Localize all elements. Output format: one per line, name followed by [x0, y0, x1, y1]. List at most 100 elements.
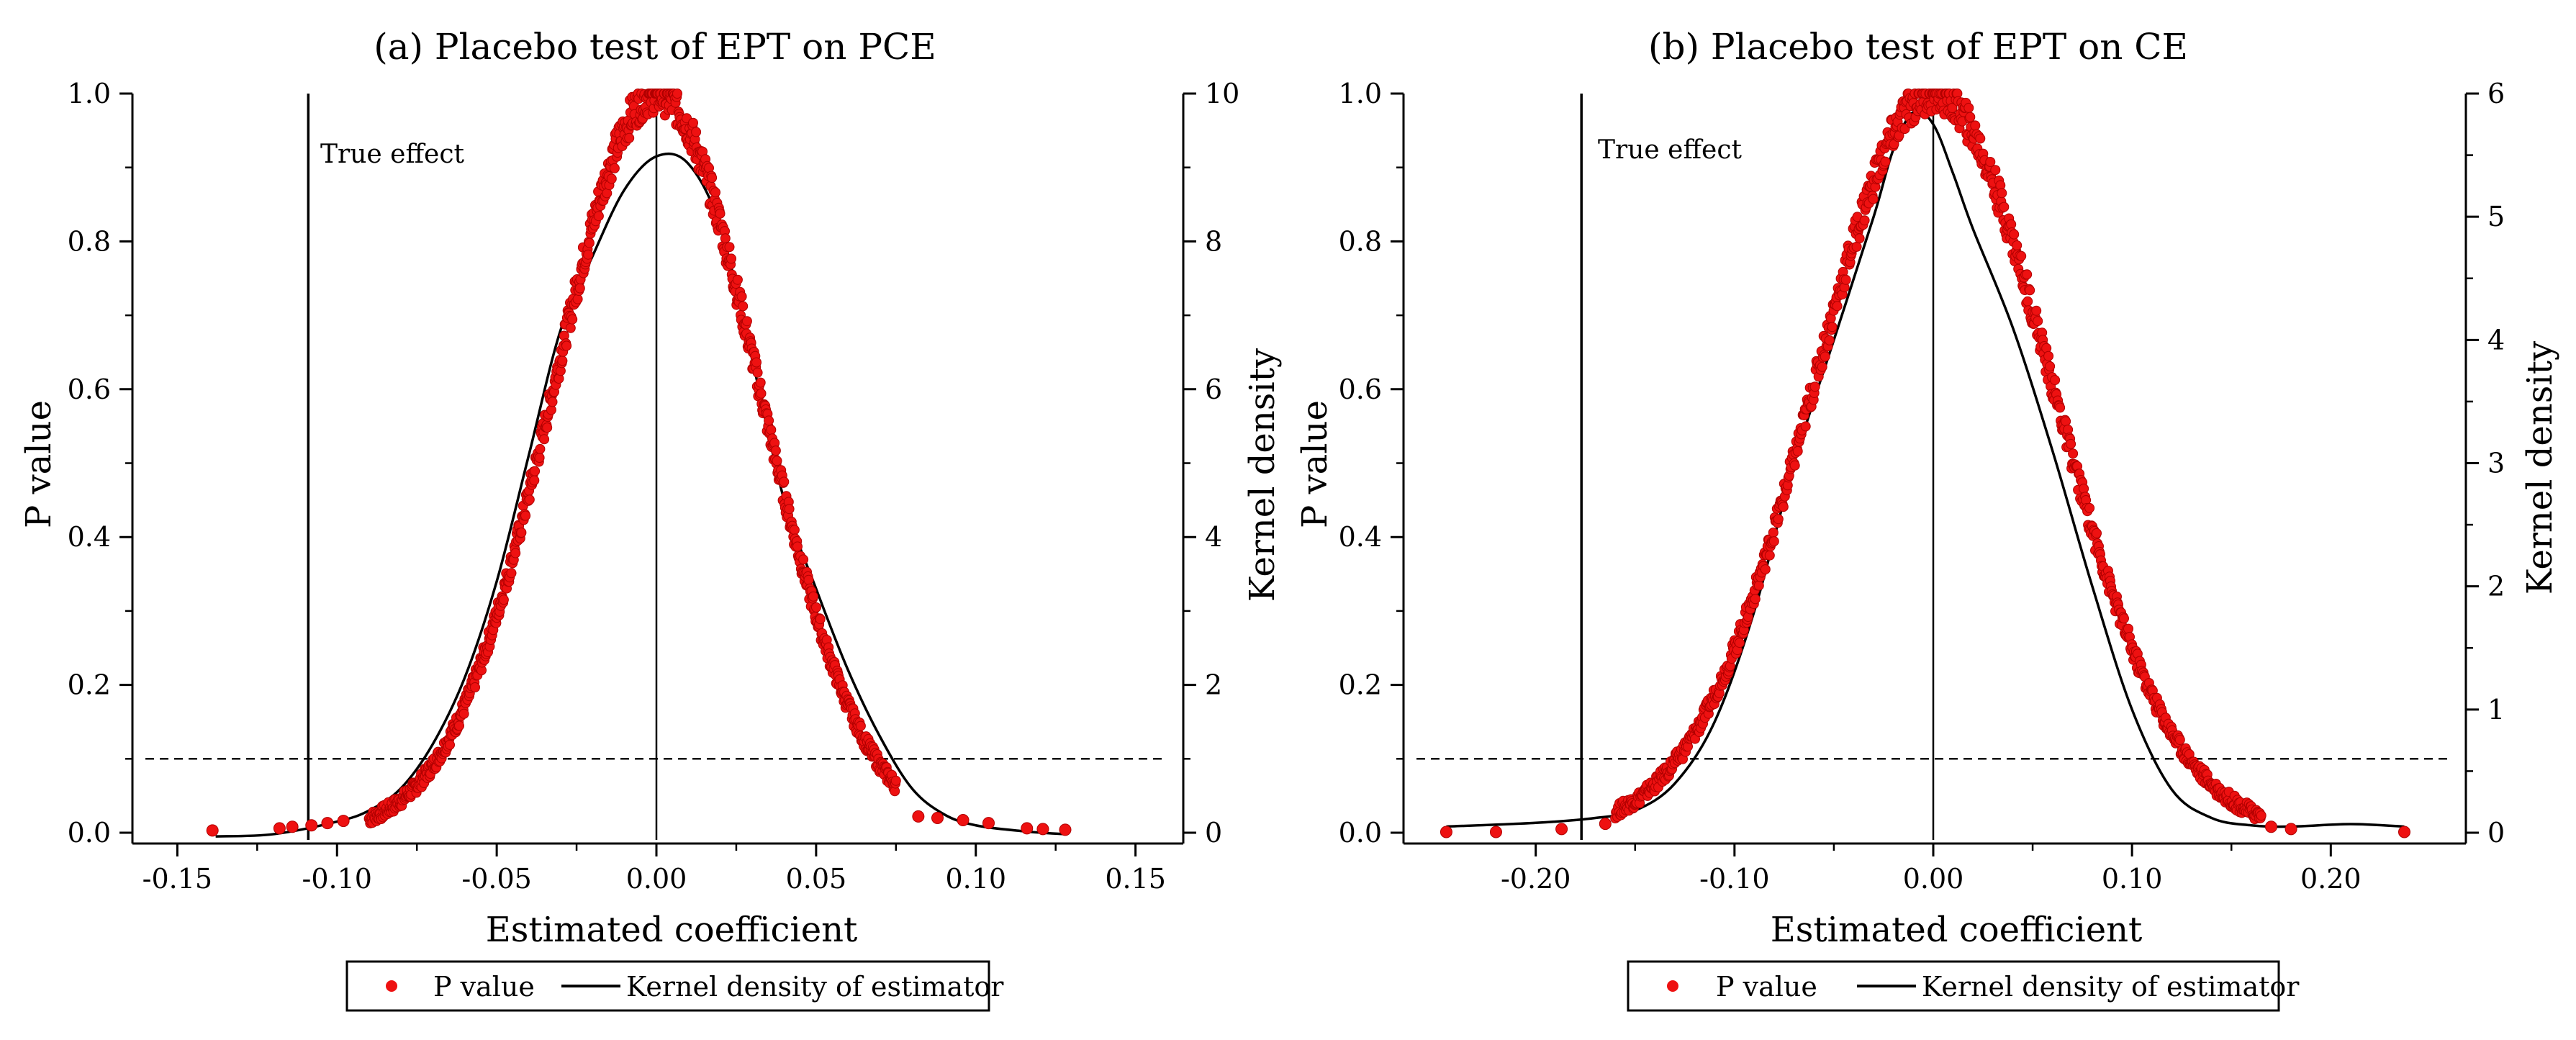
y-axis-label: P value — [19, 400, 59, 528]
y-tick-label: 0.2 — [1339, 669, 1382, 701]
p-value-points — [206, 89, 1072, 837]
p-value-point — [1827, 322, 1838, 333]
p-value-point — [770, 446, 781, 456]
p-value-point — [672, 89, 682, 99]
p-value-point — [803, 574, 814, 585]
p-value-point — [516, 528, 527, 538]
p-value-point — [2066, 438, 2076, 449]
x-tick-label: 0.00 — [1903, 863, 1964, 895]
p-value-point — [1854, 233, 1865, 244]
p-value-point — [741, 316, 752, 327]
p-value-point — [1997, 188, 2007, 199]
p-value-point — [321, 817, 334, 830]
x-tick-label: 0.20 — [2300, 863, 2362, 895]
p-value-point — [1734, 638, 1745, 648]
reference-lines — [145, 94, 1167, 840]
p-value-point — [1599, 818, 1612, 831]
y-tick-label: 0.4 — [68, 521, 111, 553]
p-value-point — [2045, 361, 2056, 371]
p-value-point — [2256, 810, 2267, 821]
p-value-point — [547, 397, 558, 407]
p-value-point — [691, 127, 702, 137]
p-value-point — [510, 548, 521, 559]
p-value-point — [1832, 301, 1843, 312]
p-value-point — [2084, 502, 2095, 513]
p-value-point — [1760, 564, 1771, 575]
p-value-point — [772, 456, 782, 466]
p-value-point — [574, 283, 585, 294]
chart-title: (b) Placebo test of EPT on CE — [1648, 26, 2188, 68]
p-value-point — [2025, 285, 2035, 296]
legend-label-p-value: P value — [1716, 971, 1817, 1003]
p-value-point — [2050, 375, 2061, 386]
y-tick-label: 0.2 — [68, 669, 111, 701]
x-tick-label: -0.20 — [1501, 863, 1571, 895]
kernel-density-curve — [1446, 109, 2405, 828]
y-axis-label: P value — [1295, 400, 1335, 528]
p-value-point — [784, 504, 795, 515]
p-value-point — [710, 187, 720, 198]
axes: -0.15 -0.10 -0.05 0.00 0.05 0.10 0.15 0.0 0.2 0.4… — [68, 78, 1240, 895]
p-value-point — [1824, 335, 1835, 345]
y-tick-label: 1.0 — [1339, 78, 1382, 109]
p-value-point — [2009, 229, 2020, 240]
x-tick-label: 0.05 — [786, 863, 847, 895]
p-value-point — [454, 720, 464, 731]
p-value-point — [1851, 241, 1862, 252]
x-axis-label: Estimated coefficient — [1771, 910, 2143, 950]
y-tick-label: 0.6 — [68, 374, 111, 405]
p-value-point — [1489, 826, 1502, 838]
y2-tick-label: 2 — [1205, 669, 1222, 701]
p-value-point — [890, 775, 901, 786]
p-value-points — [1440, 89, 2410, 838]
legend-box — [1627, 960, 2280, 1012]
p-value-point — [506, 568, 517, 579]
p-value-point — [609, 163, 620, 173]
p-value-point — [445, 739, 455, 750]
x-tick-label: -0.15 — [143, 863, 212, 895]
p-value-point — [458, 708, 469, 719]
y2-tick-label: 10 — [1205, 78, 1239, 109]
p-value-point — [1792, 446, 1803, 456]
p-value-point — [520, 510, 531, 521]
p-value-point — [1021, 822, 1034, 835]
y2-axis-label: Kernel density — [1242, 348, 1283, 602]
p-value-point — [498, 594, 509, 605]
y2-axis-label: Kernel density — [2520, 341, 2560, 594]
p-value-point — [1768, 528, 1779, 538]
p-value-point — [2174, 735, 2185, 745]
p-value-point — [957, 814, 970, 827]
p-value-point — [1947, 103, 1958, 113]
p-value-point — [752, 367, 763, 378]
p-value-point — [715, 208, 726, 219]
p-value-point — [1990, 165, 2001, 176]
p-value-point — [1859, 215, 1870, 226]
legend: P value Kernel density of estimator — [1627, 960, 2300, 1012]
p-value-point — [724, 242, 735, 253]
p-value-point — [2068, 448, 2079, 459]
p-value-point — [1789, 460, 1800, 471]
p-value-point — [755, 377, 766, 388]
p-value-point — [524, 494, 535, 505]
y2-tick-label: 0 — [1205, 817, 1222, 849]
p-value-point — [2061, 416, 2071, 427]
p-value-point — [1970, 120, 1981, 131]
y2-tick-label: 4 — [1205, 521, 1222, 553]
p-value-point — [2119, 613, 2129, 624]
p-value-point — [738, 301, 749, 312]
y-tick-label: 0.6 — [1339, 374, 1382, 405]
p-value-point — [572, 294, 583, 304]
p-value-point — [720, 233, 731, 244]
p-value-point — [567, 314, 578, 325]
legend: P value Kernel density of estimator — [345, 960, 1004, 1012]
p-value-point — [736, 291, 747, 302]
p-value-point — [798, 554, 809, 565]
p-value-point — [811, 602, 821, 612]
p-value-point — [337, 815, 350, 828]
p-value-point — [565, 322, 576, 333]
y-tick-label: 0.8 — [68, 225, 111, 257]
x-tick-label: 0.10 — [2102, 863, 2163, 895]
p-value-point — [766, 425, 777, 435]
p-value-point — [764, 415, 774, 426]
x-tick-label: 0.00 — [626, 863, 687, 895]
